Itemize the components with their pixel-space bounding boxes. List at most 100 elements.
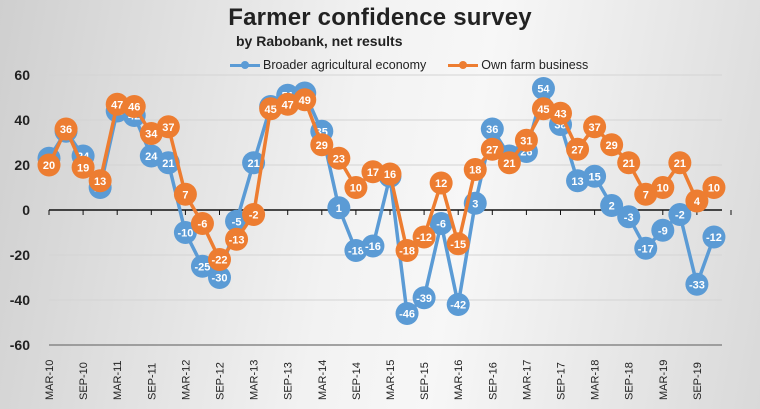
data-label: -9 bbox=[658, 225, 668, 237]
data-point bbox=[497, 151, 521, 175]
data-label: 19 bbox=[77, 162, 89, 174]
data-label: -46 bbox=[399, 309, 415, 321]
data-point bbox=[412, 225, 436, 249]
data-label: 37 bbox=[588, 122, 600, 134]
legend-item-broader[interactable]: Broader agricultural economy bbox=[230, 58, 426, 72]
data-label: -30 bbox=[212, 273, 228, 285]
data-point bbox=[395, 302, 419, 325]
y-axis: 60 40 20 0 -20 -40 -60 bbox=[10, 67, 30, 353]
data-label: 21 bbox=[674, 158, 686, 170]
data-label: -2 bbox=[675, 210, 685, 222]
x-tick-label: SEP-17 bbox=[556, 362, 568, 400]
data-label: 2 bbox=[609, 201, 615, 213]
x-tick-label: SEP-12 bbox=[215, 362, 227, 400]
x-tick-label: MAR-19 bbox=[658, 360, 670, 400]
x-tick-label: MAR-18 bbox=[590, 360, 602, 400]
data-point bbox=[71, 155, 95, 179]
y-tick-label: 40 bbox=[14, 112, 30, 128]
data-point bbox=[310, 133, 334, 157]
data-label: -15 bbox=[450, 239, 466, 251]
y-tick-label: 60 bbox=[14, 67, 30, 83]
data-point bbox=[685, 272, 709, 296]
data-label: -6 bbox=[436, 219, 446, 231]
x-tick-label: MAR-13 bbox=[249, 360, 261, 400]
data-point bbox=[208, 248, 231, 271]
data-label: -3 bbox=[624, 212, 634, 224]
data-label: 47 bbox=[282, 99, 294, 111]
data-point bbox=[463, 158, 487, 181]
data-label: 13 bbox=[94, 176, 106, 188]
legend-swatch-broader-icon bbox=[230, 60, 260, 70]
data-label: 36 bbox=[60, 124, 72, 136]
chart-subtitle: by Rabobank, net results bbox=[236, 33, 403, 49]
legend-label-broader: Broader agricultural economy bbox=[263, 58, 427, 72]
legend-item-own[interactable]: Own farm business bbox=[448, 58, 588, 72]
x-tick-label: MAR-17 bbox=[521, 360, 533, 400]
y-tick-label: 0 bbox=[22, 202, 30, 218]
data-label: -22 bbox=[212, 255, 228, 267]
legend-swatch-own-icon bbox=[448, 60, 479, 70]
data-point bbox=[583, 164, 607, 188]
y-tick-label: -60 bbox=[10, 337, 30, 353]
data-label: -25 bbox=[194, 261, 210, 273]
data-label: 21 bbox=[247, 158, 259, 170]
data-point bbox=[88, 169, 112, 193]
data-label: 10 bbox=[350, 183, 362, 195]
data-label: 4 bbox=[694, 196, 701, 208]
data-point bbox=[600, 133, 624, 157]
data-label: 18 bbox=[469, 165, 481, 177]
data-label: 12 bbox=[435, 178, 447, 190]
data-point bbox=[651, 176, 675, 199]
data-label: 21 bbox=[162, 158, 174, 170]
data-label: 29 bbox=[606, 140, 618, 152]
x-tick-label: MAR-14 bbox=[317, 360, 329, 400]
data-point bbox=[651, 218, 675, 242]
data-label: -18 bbox=[399, 246, 415, 258]
data-label: 3 bbox=[472, 198, 478, 210]
data-point bbox=[446, 293, 470, 316]
data-point bbox=[105, 92, 129, 116]
data-label: -18 bbox=[348, 246, 364, 258]
data-label: 43 bbox=[554, 108, 566, 120]
data-point bbox=[446, 232, 470, 256]
data-point bbox=[583, 115, 607, 139]
data-point bbox=[361, 160, 385, 184]
data-label: 21 bbox=[623, 158, 635, 170]
data-label: -10 bbox=[177, 228, 193, 240]
data-label: -6 bbox=[198, 219, 208, 231]
series-group: 2335241044422421-10-25-30-521465152351-1… bbox=[37, 77, 726, 325]
data-point bbox=[668, 203, 692, 226]
data-label: 49 bbox=[299, 95, 311, 107]
x-tick-label: MAR-12 bbox=[180, 360, 192, 400]
data-point bbox=[156, 115, 180, 139]
x-tick-label: SEP-11 bbox=[146, 363, 158, 400]
x-axis: MAR-10 SEP-10 MAR-11 SEP-11 MAR-12 SEP-12 MAR-… bbox=[44, 209, 732, 400]
data-label: 16 bbox=[384, 169, 396, 181]
data-label: -17 bbox=[638, 243, 654, 255]
data-point bbox=[549, 101, 572, 125]
x-tick-label: MAR-16 bbox=[453, 360, 465, 400]
data-point bbox=[156, 151, 180, 175]
data-point bbox=[378, 162, 402, 186]
data-label: 15 bbox=[588, 171, 600, 183]
data-label: 45 bbox=[265, 104, 277, 116]
data-label: -33 bbox=[689, 279, 705, 291]
x-tick-label: SEP-19 bbox=[692, 362, 704, 400]
data-label: 45 bbox=[537, 104, 549, 116]
data-point bbox=[361, 234, 385, 258]
data-point bbox=[634, 236, 658, 260]
data-point bbox=[173, 221, 197, 244]
data-point bbox=[480, 137, 504, 161]
data-point bbox=[327, 146, 351, 170]
data-label: -39 bbox=[416, 293, 432, 305]
data-point bbox=[531, 77, 555, 100]
x-tick-label: SEP-14 bbox=[351, 362, 363, 400]
data-label: 13 bbox=[571, 176, 583, 188]
data-label: -5 bbox=[232, 216, 242, 228]
data-point bbox=[702, 176, 726, 199]
data-label: 23 bbox=[333, 153, 345, 165]
y-tick-label: -40 bbox=[10, 292, 30, 308]
data-point bbox=[668, 151, 692, 175]
